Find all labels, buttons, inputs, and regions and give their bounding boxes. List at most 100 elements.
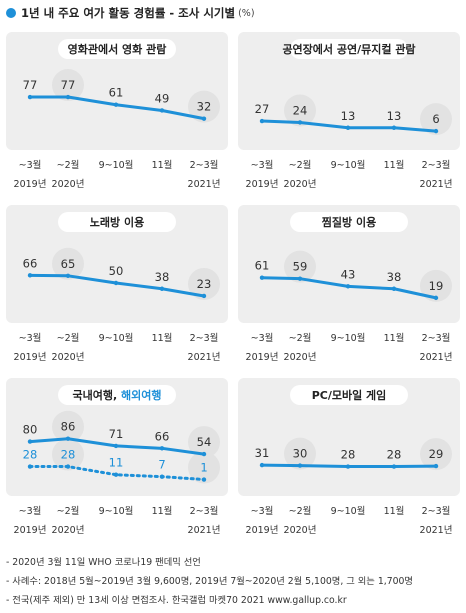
panel-background	[6, 32, 228, 150]
highlight-circle	[284, 250, 316, 283]
x-tick-label: 11월	[384, 332, 405, 344]
data-point	[433, 128, 439, 134]
data-label: 49	[155, 91, 170, 105]
chart-panel: PC/모바일 게임 31 30 28 28 29	[238, 378, 460, 496]
year-label: 2019년	[14, 352, 47, 363]
highlight-circle	[52, 410, 84, 443]
year-label: 2021년	[188, 525, 221, 536]
data-label: 43	[341, 267, 356, 281]
data-label: 86	[61, 420, 76, 434]
chart-title: 공연장에서 공연/뮤지컬 관람	[282, 42, 415, 56]
data-point	[201, 293, 207, 299]
year-label: 2021년	[420, 525, 453, 536]
x-tick-label: ~2월	[57, 505, 80, 517]
year-label: 2019년	[246, 179, 279, 190]
year-label: 2020년	[284, 179, 317, 190]
title-pill	[58, 39, 176, 59]
data-label: 71	[109, 427, 124, 441]
year-label: 2021년	[420, 352, 453, 363]
data-point	[297, 120, 303, 125]
chart-title: 국내여행, 해외여행	[73, 388, 162, 402]
x-tick-label: ~3월	[251, 332, 274, 344]
year-label: 2020년	[52, 525, 85, 536]
data-point	[391, 464, 397, 469]
chart-panel: 영화관에서 영화 관람 77 77 61 49 32	[6, 32, 228, 150]
data-point	[345, 284, 351, 289]
year-label: 2021년	[420, 179, 453, 190]
data-label: 80	[23, 423, 38, 437]
x-tick-label: 2~3월	[190, 159, 219, 171]
bullet-icon	[6, 8, 16, 18]
data-point	[345, 125, 351, 130]
data-label: 65	[61, 257, 76, 271]
data-label: 28	[23, 448, 38, 462]
x-tick-label: 9~10월	[99, 505, 134, 517]
data-label: 13	[387, 109, 402, 123]
data-point	[27, 439, 33, 444]
x-tick-label: 11월	[152, 159, 173, 171]
year-label: 2019년	[246, 352, 279, 363]
x-tick-label: 9~10월	[331, 332, 366, 344]
chart-title-main: PC/모바일 게임	[312, 388, 387, 402]
x-tick-label: ~2월	[289, 159, 312, 171]
data-point	[201, 116, 207, 121]
data-label: 28	[61, 448, 76, 462]
data-label: 23	[197, 277, 212, 291]
x-tick-label: 9~10월	[99, 332, 134, 344]
data-point	[259, 462, 265, 468]
data-label: 31	[255, 446, 270, 460]
highlight-circle	[284, 94, 316, 127]
x-tick-label: ~3월	[19, 159, 42, 171]
x-tick-label: 9~10월	[331, 505, 366, 517]
data-label: 1	[200, 461, 207, 475]
data-label: 24	[293, 103, 308, 117]
data-label: 38	[387, 270, 402, 284]
x-tick-label: 9~10월	[99, 159, 134, 171]
x-tick-label: 9~10월	[331, 159, 366, 171]
data-point	[27, 94, 33, 100]
chart-title-main: 찜질방 이용	[322, 215, 376, 229]
data-point	[201, 451, 207, 457]
data-point	[65, 464, 71, 469]
panel-background	[6, 205, 228, 323]
data-label: 27	[255, 102, 270, 116]
chart-header: 1년 내 주요 여가 활동 경험률 - 조사 시기별 (%)	[6, 4, 255, 22]
data-label: 66	[155, 429, 170, 443]
highlight-circle	[420, 438, 452, 471]
highlight-circle	[188, 267, 220, 300]
chart-title-main: 영화관에서 영화 관람	[68, 42, 167, 56]
data-label: 6	[432, 112, 439, 126]
x-tick-label: 11월	[152, 332, 173, 344]
x-tick-label: 2~3월	[422, 505, 451, 517]
x-tick-label: ~3월	[251, 505, 274, 517]
year-label: 2021년	[188, 352, 221, 363]
chart-title-main: 공연장에서 공연/뮤지컬 관람	[282, 42, 415, 56]
chart-panel: 공연장에서 공연/뮤지컬 관람 27 24 13 13 6	[238, 32, 460, 150]
data-point	[433, 295, 439, 301]
year-label: 2020년	[284, 525, 317, 536]
x-tick-label: ~3월	[251, 159, 274, 171]
data-point	[113, 280, 119, 286]
chart-panel: 노래방 이용 66 65 50 38 23	[6, 205, 228, 323]
chart-panel: 찜질방 이용 61 59 43 38 19	[238, 205, 460, 323]
data-label: 13	[341, 109, 356, 123]
data-label: 77	[61, 78, 76, 92]
data-label: 54	[197, 435, 212, 449]
data-point	[259, 118, 265, 124]
data-point	[297, 463, 303, 468]
data-label: 11	[109, 456, 124, 470]
data-label: 61	[255, 259, 270, 273]
data-point	[259, 275, 265, 280]
footnote-pandemic: - 2020년 3월 11일 WHO 코로나19 팬데믹 선언	[6, 557, 201, 568]
data-label: 50	[109, 264, 124, 278]
title-pill	[290, 385, 408, 405]
title-pill	[290, 39, 408, 59]
highlight-circle	[420, 269, 452, 302]
data-label: 7	[158, 458, 165, 472]
unit-label: (%)	[238, 7, 255, 19]
highlight-circle	[188, 90, 220, 123]
data-point	[159, 446, 165, 451]
x-tick-label: 2~3월	[422, 159, 451, 171]
x-tick-label: ~2월	[289, 505, 312, 517]
